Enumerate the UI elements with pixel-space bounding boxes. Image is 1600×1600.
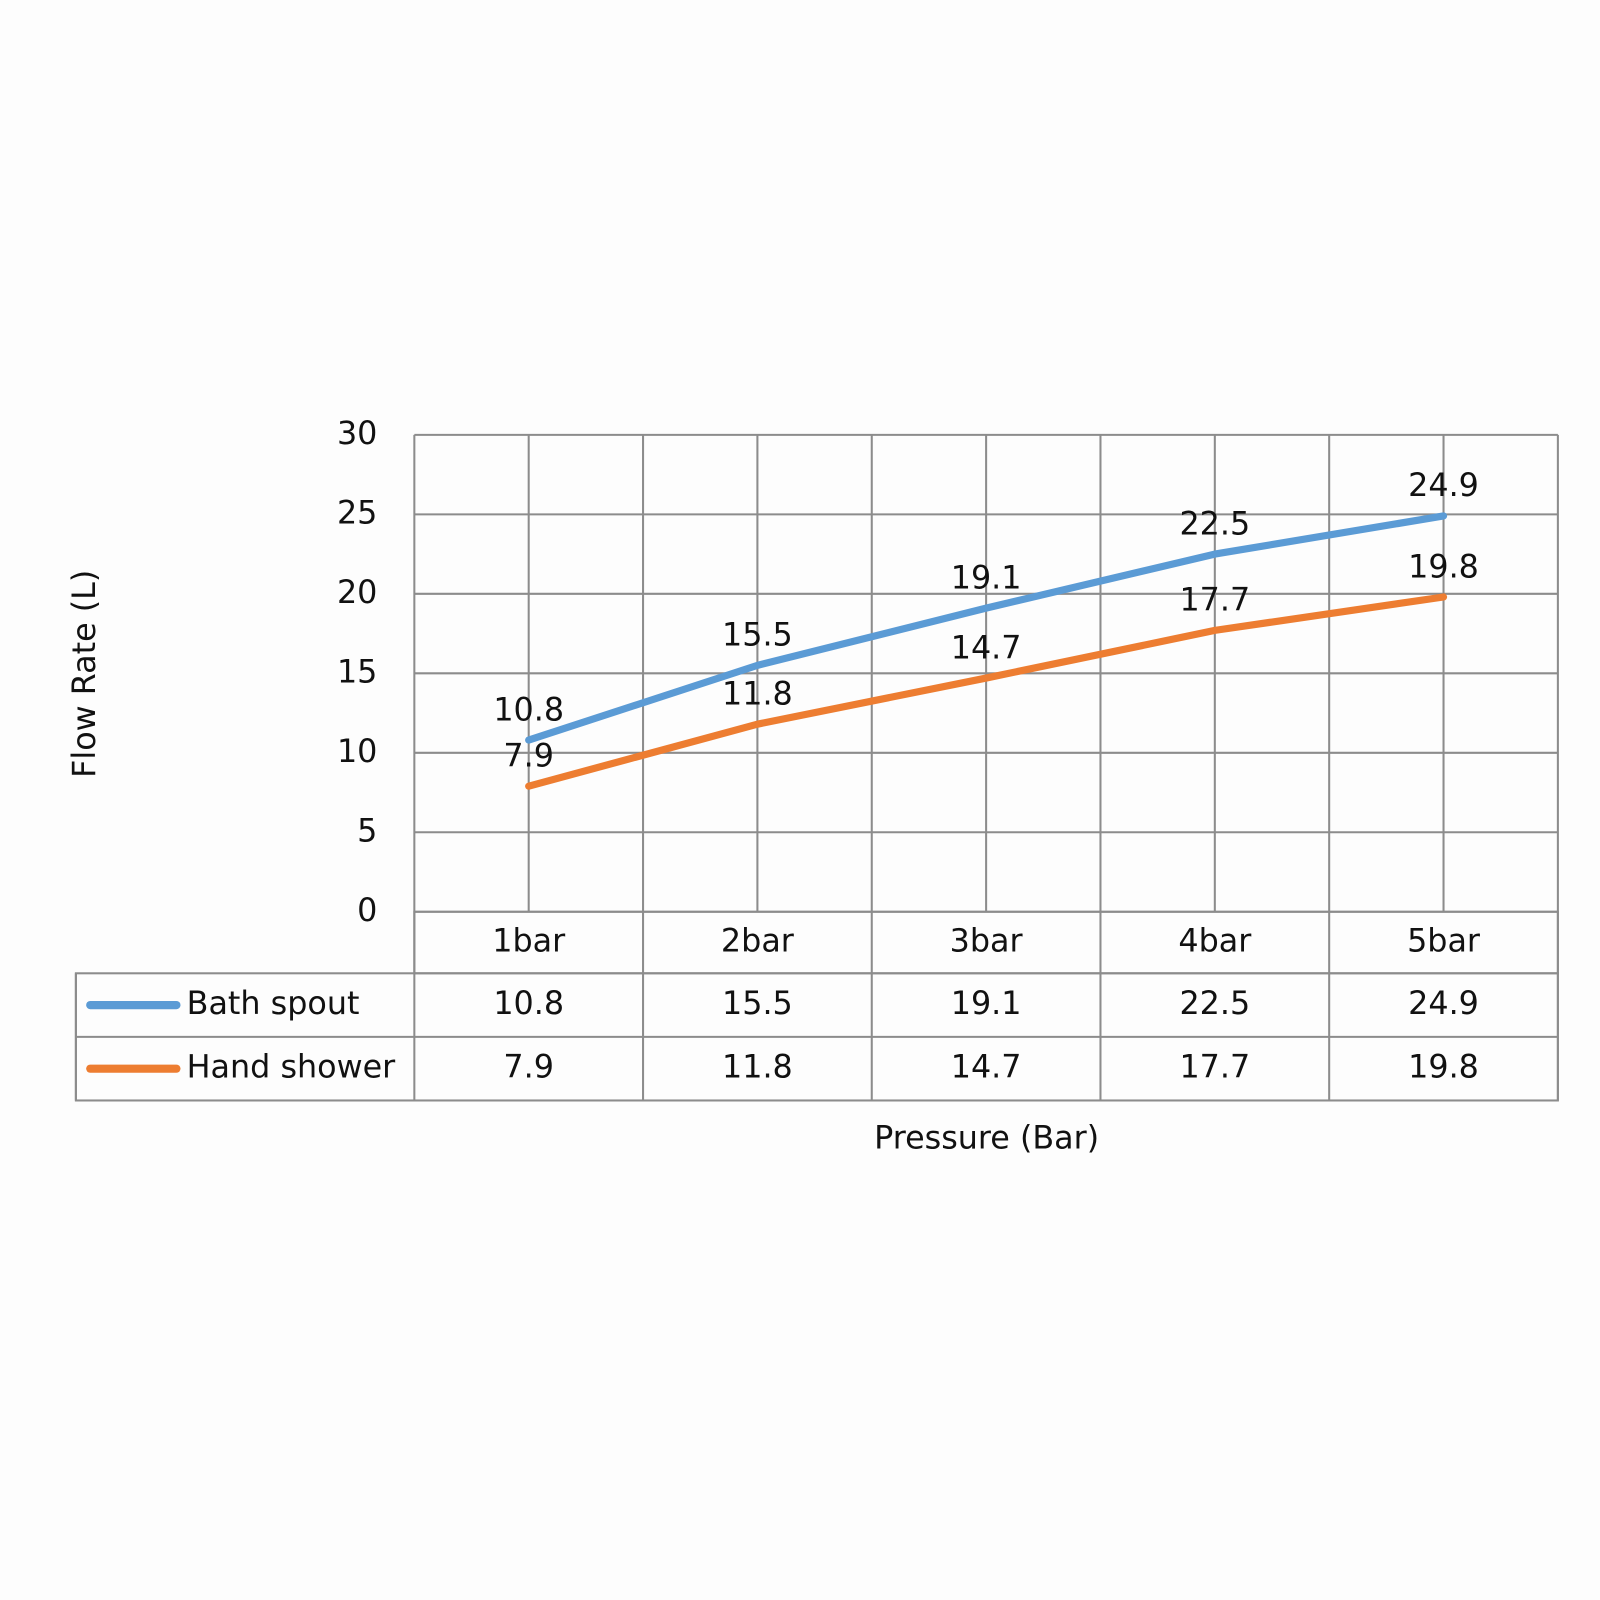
x-tick-label: 2bar — [721, 923, 795, 960]
x-tick-label: 3bar — [950, 923, 1024, 960]
x-tick-label: 5bar — [1407, 923, 1481, 960]
data-table-value: 15.5 — [722, 985, 793, 1022]
data-table-value: 19.1 — [951, 985, 1022, 1022]
data-label: 15.5 — [722, 617, 793, 654]
y-tick-label: 0 — [357, 892, 377, 929]
data-label: 24.9 — [1408, 467, 1479, 504]
data-label: 10.8 — [493, 691, 564, 728]
series-line — [525, 512, 1448, 744]
x-axis-title: Pressure (Bar) — [874, 1119, 1099, 1156]
y-tick-label: 30 — [337, 415, 377, 452]
data-table-value: 7.9 — [503, 1049, 554, 1086]
data-label: 14.7 — [951, 629, 1022, 666]
data-table-value: 11.8 — [722, 1049, 793, 1086]
data-label: 7.9 — [503, 737, 554, 774]
legend-label: Hand shower — [187, 1049, 396, 1086]
y-tick-label: 10 — [337, 733, 377, 770]
data-table-value: 19.8 — [1408, 1049, 1479, 1086]
legend-label: Bath spout — [187, 985, 360, 1022]
data-label: 19.1 — [951, 559, 1022, 596]
y-tick-label: 25 — [337, 494, 377, 531]
data-label: 19.8 — [1408, 548, 1479, 585]
y-tick-label: 5 — [357, 812, 377, 849]
chart-body: Flow Rate (L) Pressure (Bar) 0 5 10 15 20 25 3… — [66, 415, 1559, 1156]
data-table-value: 14.7 — [951, 1049, 1022, 1086]
data-table-value: 24.9 — [1408, 985, 1479, 1022]
data-label: 11.8 — [722, 675, 793, 712]
data-table-value: 22.5 — [1179, 985, 1250, 1022]
y-tick-label: 20 — [337, 574, 377, 611]
data-label: 17.7 — [1179, 582, 1250, 619]
y-axis-title: Flow Rate (L) — [66, 570, 103, 778]
data-table-value: 10.8 — [493, 985, 564, 1022]
data-table-value: 17.7 — [1179, 1049, 1250, 1086]
data-label: 22.5 — [1179, 505, 1250, 542]
x-tick-label: 1bar — [492, 923, 566, 960]
series-line — [525, 593, 1448, 790]
x-tick-label: 4bar — [1178, 923, 1252, 960]
y-tick-label: 15 — [337, 653, 377, 690]
